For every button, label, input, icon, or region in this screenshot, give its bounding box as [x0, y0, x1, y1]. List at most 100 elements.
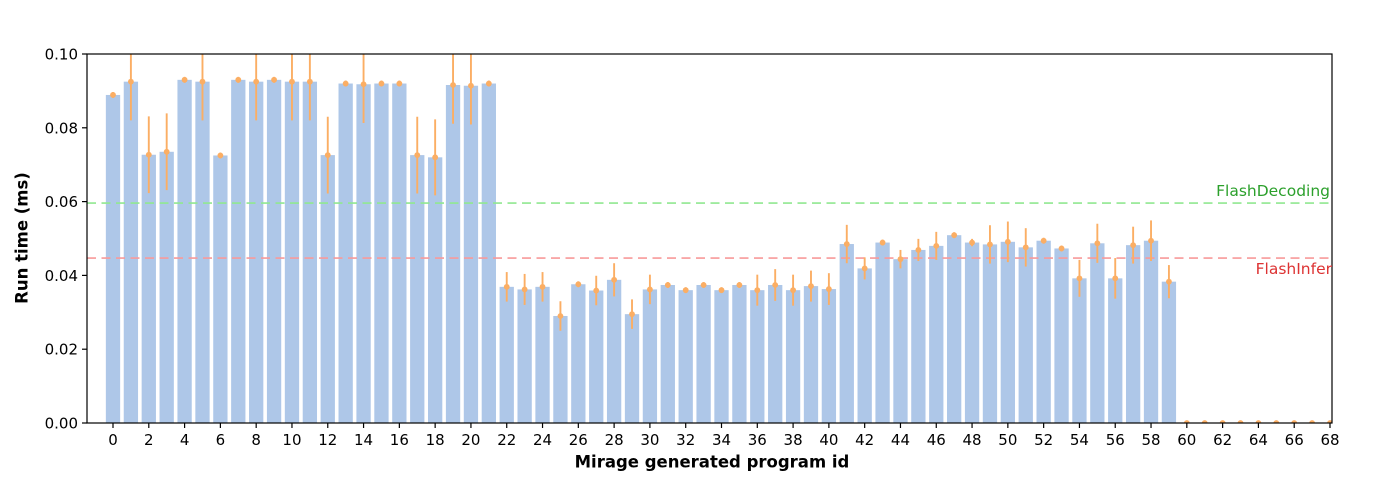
mean-dot — [1327, 420, 1332, 423]
mean-dot — [521, 286, 528, 293]
mean-dot — [575, 281, 582, 288]
y-tick-label: 0.04 — [45, 267, 78, 285]
mean-dot — [324, 152, 331, 159]
x-tick-label: 60 — [1177, 431, 1196, 449]
bar — [1072, 278, 1087, 423]
mean-dot — [1112, 275, 1119, 282]
mean-dot — [969, 239, 975, 246]
mean-dot — [289, 78, 295, 85]
x-tick-label: 0 — [108, 431, 118, 449]
x-tick-label: 4 — [180, 431, 190, 449]
x-tick-label: 62 — [1213, 431, 1232, 449]
flashdecoding-label: FlashDecoding — [1216, 182, 1330, 201]
x-tick-label: 24 — [533, 431, 552, 449]
x-tick-label: 56 — [1106, 431, 1125, 449]
bar — [249, 81, 264, 423]
y-tick-label: 0.06 — [45, 193, 78, 211]
mean-dot — [271, 76, 277, 83]
bar — [177, 79, 192, 423]
x-tick-label: 42 — [855, 431, 874, 449]
bar — [427, 157, 443, 423]
bar — [195, 81, 210, 423]
mean-dot — [414, 152, 421, 159]
bar — [893, 259, 908, 423]
errorbars-group — [110, 54, 1332, 423]
mean-dot — [503, 283, 510, 290]
bar — [1125, 245, 1141, 423]
mean-dot — [861, 265, 868, 272]
bar — [1161, 281, 1177, 423]
bar — [213, 155, 228, 423]
bar — [1036, 240, 1051, 423]
bar — [642, 289, 658, 423]
mean-dot — [1004, 238, 1011, 245]
x-tick-label: 54 — [1070, 431, 1089, 449]
mean-dot — [181, 76, 188, 83]
x-tick-label: 64 — [1249, 431, 1268, 449]
x-tick-label: 50 — [998, 431, 1017, 449]
mean-dot — [843, 241, 850, 247]
mean-dot — [110, 92, 116, 98]
y-tick-label: 0.02 — [45, 341, 78, 359]
mean-dot — [127, 78, 134, 85]
mean-dot — [933, 242, 940, 249]
x-tick-label: 48 — [963, 431, 982, 449]
x-tick-label: 68 — [1320, 431, 1339, 449]
bar — [660, 284, 675, 423]
x-tick-label: 46 — [927, 431, 946, 449]
x-tick-label: 58 — [1141, 431, 1160, 449]
bar — [141, 154, 156, 423]
mean-dot — [1309, 420, 1316, 423]
bar — [535, 286, 550, 423]
bar — [517, 289, 532, 423]
mean-dot — [1094, 240, 1101, 247]
x-tick-label: 40 — [819, 431, 838, 449]
bar — [821, 289, 837, 423]
bar — [1018, 247, 1033, 423]
mean-dot — [682, 287, 689, 294]
mean-dot — [754, 287, 761, 294]
mean-dot — [629, 311, 635, 318]
mean-dot — [1166, 278, 1172, 285]
mean-dot — [1076, 275, 1083, 282]
x-tick-label: 28 — [605, 431, 624, 449]
mean-dot — [163, 148, 170, 155]
bar — [410, 155, 425, 423]
mean-dot — [342, 80, 349, 87]
bar — [284, 81, 300, 423]
mean-dot — [1040, 237, 1047, 244]
bar — [696, 284, 711, 423]
mean-dot — [736, 282, 743, 288]
mean-dot — [1291, 420, 1298, 423]
mean-dot — [1273, 420, 1280, 423]
x-tick-label: 34 — [712, 431, 731, 449]
bar — [105, 94, 121, 423]
mean-dot — [808, 283, 814, 290]
mean-dot — [915, 247, 922, 253]
mean-dot — [306, 78, 313, 85]
mean-dot — [1148, 237, 1154, 244]
bar — [911, 249, 926, 423]
x-tick-label: 20 — [461, 431, 480, 449]
mean-dot — [450, 82, 456, 88]
bar — [1090, 243, 1105, 423]
mean-dot — [199, 78, 206, 85]
mean-dot — [664, 282, 671, 288]
mean-dot — [557, 313, 564, 319]
mean-dot — [360, 81, 367, 88]
mean-dot — [1022, 244, 1029, 251]
x-tick-label: 8 — [251, 431, 261, 449]
y-tick-label: 0.08 — [45, 119, 78, 137]
bar — [839, 244, 854, 423]
y-tick-label: 0.10 — [45, 46, 78, 64]
mean-dot — [432, 154, 439, 161]
bar — [159, 151, 174, 423]
bar — [123, 81, 139, 423]
bar — [266, 79, 282, 423]
x-axis-label: Mirage generated program id — [574, 452, 850, 472]
x-tick-label: 2 — [144, 431, 154, 449]
x-tick-label: 44 — [891, 431, 910, 449]
bar — [750, 290, 765, 423]
